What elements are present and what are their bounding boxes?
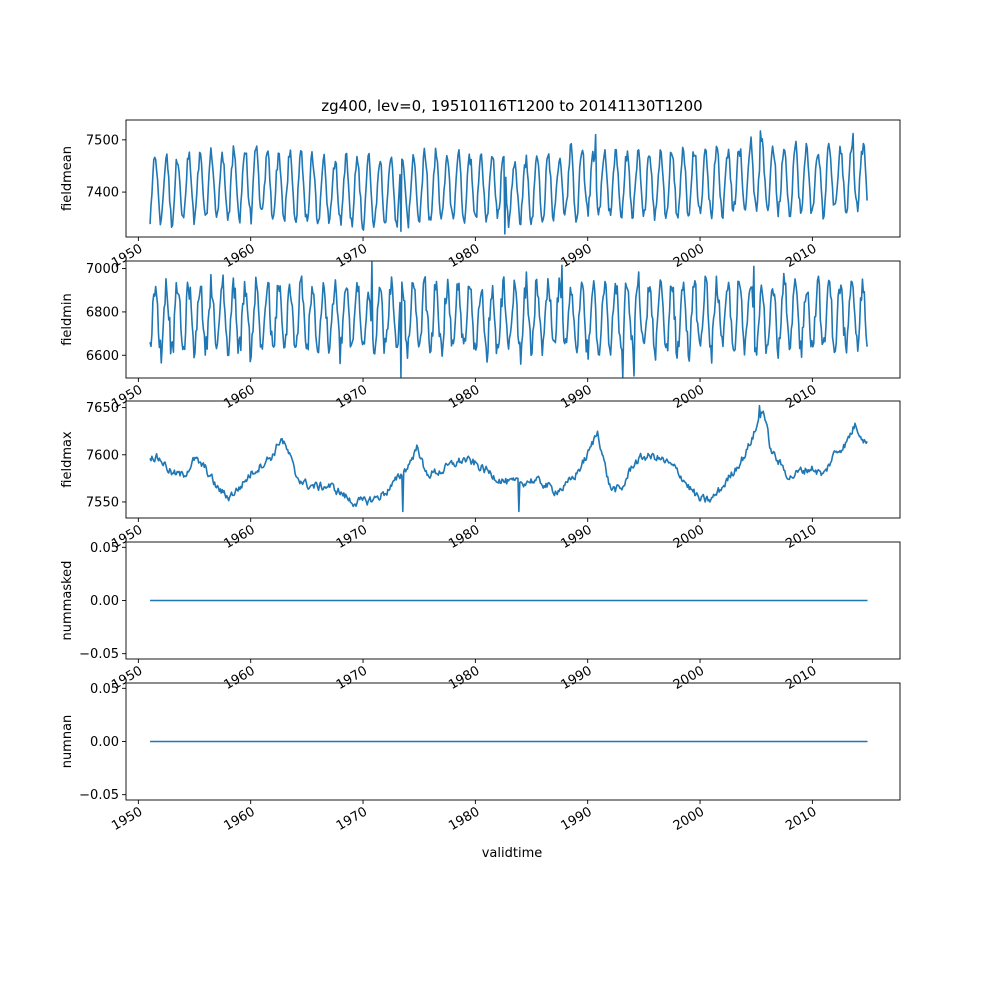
x-tick-label: 2000 [671,663,707,693]
y-tick-label: 7400 [86,186,119,201]
y-tick-label: 7600 [86,448,119,463]
y-tick-label: 6600 [86,349,119,364]
x-tick-label: 2000 [671,382,707,412]
x-tick-label: 1980 [446,522,482,552]
x-tick-label: 2010 [783,241,819,271]
x-tick-label: 1980 [446,382,482,412]
x-tick-label: 2000 [671,241,707,271]
x-tick-label: 2000 [671,804,707,834]
y-axis-label: nummasked [60,561,75,641]
subplots: 7400 7500 fieldmean 1950 1960 1970 1980 1990 200… [60,119,901,834]
x-tick-label: 1990 [559,382,595,412]
y-tick-label: −0.05 [79,788,119,803]
x-tick-label: 1970 [334,804,370,834]
y-tick-label: 7500 [86,133,119,148]
x-axis-label: validtime [482,846,543,861]
subplot-numnan: −0.05 0.00 0.05 numnan 1950 1960 1970 1980 1990 2… [60,682,901,834]
x-tick-label: 2010 [783,663,819,693]
y-tick-label: 0.05 [90,682,119,697]
x-tick-label: 1960 [222,522,258,552]
x-tick-label: 2000 [671,522,707,552]
x-tick-label: 1970 [334,241,370,271]
y-axis-label: fieldmax [60,431,75,488]
y-axis-label: numnan [60,715,75,769]
y-axis-label: fieldmin [60,293,75,346]
x-tick-label: 1990 [559,804,595,834]
y-tick-label: 7650 [86,401,119,416]
x-tick-label: 1990 [559,663,595,693]
x-tick-label: 1960 [222,241,258,271]
fieldmax-series-line [149,404,868,513]
y-tick-label: 7550 [86,495,119,510]
plot-frame [125,119,901,238]
y-axis-label: fieldmean [60,146,75,211]
plot-frame [125,260,901,379]
x-tick-label: 1950 [109,804,145,834]
fieldmean-series-line [149,130,868,235]
x-tick-label: 1960 [222,382,258,412]
y-tick-label: 0.00 [90,735,119,750]
x-tick-label: 1980 [446,804,482,834]
x-tick-label: 2010 [783,804,819,834]
x-tick-label: 1970 [334,663,370,693]
chart-title: zg400, lev=0, 19510116T1200 to 20141130T… [321,97,702,115]
x-tick-label: 1970 [334,382,370,412]
x-tick-label: 2010 [783,382,819,412]
y-tick-label: −0.05 [79,647,119,662]
plot-frame [125,400,901,519]
y-tick-label: 0.00 [90,594,119,609]
fieldmin-series-line [149,261,868,378]
x-tick-label: 1980 [446,663,482,693]
x-tick-label: 1990 [559,241,595,271]
x-tick-label: 2010 [783,522,819,552]
x-tick-label: 1990 [559,522,595,552]
y-tick-label: 7000 [86,262,119,277]
x-tick-label: 1980 [446,241,482,271]
y-tick-label: 0.05 [90,541,119,556]
x-tick-label: 1960 [222,663,258,693]
x-tick-label: 1970 [334,522,370,552]
x-tick-label: 1960 [222,804,258,834]
y-tick-label: 6800 [86,305,119,320]
